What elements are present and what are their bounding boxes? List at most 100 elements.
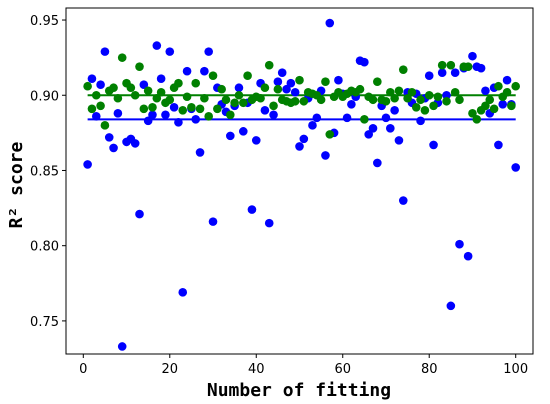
data-points: [83, 18, 520, 351]
data-point-series-1: [347, 99, 356, 109]
data-point-series-1: [360, 57, 369, 67]
data-point-series-2: [256, 93, 265, 103]
data-point-series-2: [442, 96, 451, 106]
y-tick-label: 0.75: [30, 315, 59, 330]
data-point-series-2: [260, 83, 270, 93]
data-point-series-1: [260, 106, 270, 115]
data-point-series-2: [195, 104, 205, 114]
x-axis-ticks: 0 20 40 60 80 100: [79, 354, 528, 377]
data-point-series-1: [308, 121, 317, 130]
data-point-series-2: [481, 101, 490, 111]
data-point-series-1: [390, 106, 399, 115]
data-point-series-2: [468, 109, 477, 118]
data-point-series-1: [182, 66, 192, 76]
data-point-series-2: [130, 90, 140, 100]
data-point-series-2: [368, 95, 378, 105]
data-point-series-2: [165, 95, 175, 105]
data-point-series-1: [381, 113, 391, 123]
data-point-series-1: [364, 130, 373, 139]
data-point-series-1: [398, 196, 408, 205]
data-point-series-1: [373, 158, 382, 168]
data-point-series-1: [200, 66, 209, 76]
data-point-series-1: [156, 74, 166, 83]
data-point-series-1: [282, 84, 291, 94]
data-point-series-1: [325, 18, 335, 28]
data-point-series-1: [174, 118, 183, 127]
data-point-series-2: [113, 93, 123, 103]
data-point-series-2: [117, 53, 127, 62]
data-point-series-2: [100, 121, 110, 130]
data-point-series-2: [273, 84, 283, 94]
data-point-series-2: [135, 62, 144, 71]
data-point-series-1: [139, 80, 149, 90]
x-tick-label: 0: [79, 362, 87, 377]
data-point-series-2: [411, 102, 421, 112]
data-point-series-1: [165, 47, 175, 56]
data-point-series-2: [269, 101, 278, 111]
data-point-series-2: [264, 60, 274, 70]
data-point-series-2: [187, 102, 196, 112]
data-point-series-1: [247, 205, 257, 214]
data-point-series-1: [143, 116, 153, 126]
x-tick-label: 20: [162, 362, 179, 377]
data-point-series-2: [226, 110, 235, 120]
data-point-series-1: [264, 218, 274, 228]
y-axis-label: R² score: [6, 141, 27, 228]
data-point-series-2: [316, 95, 326, 105]
x-tick-label: 80: [421, 362, 438, 377]
data-point-series-2: [502, 87, 512, 97]
data-point-series-2: [238, 98, 248, 108]
data-point-series-1: [394, 136, 404, 145]
data-point-series-1: [96, 80, 105, 90]
data-point-series-2: [394, 86, 404, 96]
data-point-series-2: [416, 95, 425, 105]
data-point-series-1: [424, 71, 434, 80]
data-point-series-2: [126, 83, 136, 93]
data-point-series-2: [143, 86, 153, 96]
data-point-series-1: [226, 131, 235, 141]
data-point-series-1: [446, 301, 456, 311]
data-point-series-1: [481, 86, 490, 96]
data-point-series-1: [498, 99, 508, 109]
data-point-series-2: [450, 87, 460, 97]
data-point-series-1: [368, 124, 378, 133]
data-point-series-2: [217, 84, 226, 94]
data-point-series-1: [91, 112, 101, 121]
data-point-series-1: [416, 116, 425, 126]
data-point-series-2: [243, 71, 252, 80]
data-point-series-1: [100, 47, 110, 56]
data-point-series-1: [238, 127, 248, 136]
y-tick-label: 0.95: [30, 14, 59, 29]
data-point-series-2: [398, 65, 408, 74]
data-point-series-2: [446, 60, 456, 70]
data-point-series-1: [442, 90, 451, 100]
data-point-series-2: [200, 93, 209, 103]
data-point-series-1: [273, 77, 283, 87]
data-point-series-2: [221, 95, 231, 105]
y-tick-label: 0.80: [30, 240, 59, 255]
data-point-series-1: [386, 124, 395, 133]
data-point-series-2: [511, 81, 520, 91]
data-point-series-2: [204, 112, 213, 121]
data-point-series-1: [109, 143, 118, 153]
data-point-series-2: [355, 84, 365, 94]
data-point-series-1: [178, 288, 188, 297]
data-point-series-2: [290, 96, 300, 106]
data-point-series-1: [437, 68, 447, 77]
data-point-series-1: [104, 133, 114, 142]
data-point-series-2: [455, 95, 464, 105]
data-point-series-1: [342, 113, 352, 123]
data-point-series-2: [407, 87, 417, 97]
data-point-series-2: [321, 77, 330, 87]
data-point-series-1: [191, 115, 201, 124]
data-point-series-2: [178, 106, 188, 115]
data-point-series-2: [489, 104, 499, 114]
data-point-series-2: [463, 62, 473, 71]
data-point-series-2: [485, 95, 495, 105]
data-point-series-1: [299, 134, 309, 144]
data-point-series-1: [208, 217, 218, 226]
data-point-series-2: [299, 96, 309, 106]
data-point-series-1: [269, 110, 278, 120]
data-point-series-1: [494, 140, 503, 150]
data-point-series-2: [325, 130, 335, 139]
